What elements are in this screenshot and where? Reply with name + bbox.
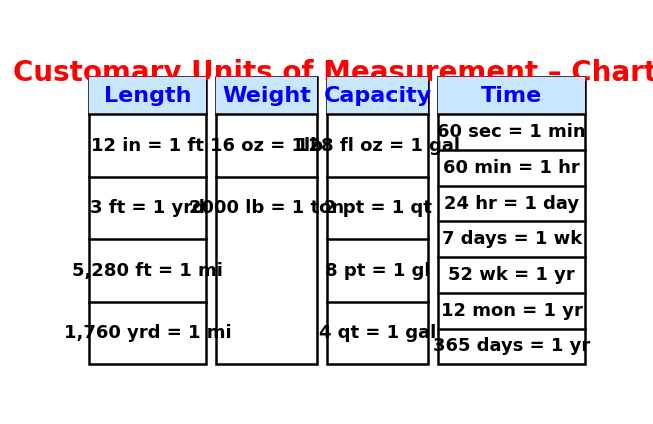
Text: 128 fl oz = 1 gal: 128 fl oz = 1 gal [296,137,460,155]
Text: 12 mon = 1 yr: 12 mon = 1 yr [441,302,582,320]
Text: 1,760 yrd = 1 mi: 1,760 yrd = 1 mi [63,324,231,342]
Text: Capacity: Capacity [323,86,432,106]
Text: 60 sec = 1 min: 60 sec = 1 min [438,123,586,141]
Text: 16 oz = 1lb: 16 oz = 1lb [210,137,323,155]
Bar [215,77,317,114]
Text: 2000 lb = 1 ton: 2000 lb = 1 ton [189,199,344,217]
Text: 4 qt = 1 gal: 4 qt = 1 gal [319,324,436,342]
Bar [327,77,428,114]
Bar [89,77,206,114]
Text: 8 pt = 1 gl: 8 pt = 1 gl [325,262,430,279]
Text: Time: Time [481,86,543,106]
Text: Length: Length [104,86,191,106]
Bar [327,77,428,364]
Text: 60 min = 1 hr: 60 min = 1 hr [443,159,580,177]
Text: 3 ft = 1 yrd: 3 ft = 1 yrd [90,199,205,217]
Text: 365 days = 1 yr: 365 days = 1 yr [433,338,590,355]
Bar [438,77,585,114]
Text: 24 hr = 1 day: 24 hr = 1 day [444,195,579,212]
Text: Weight: Weight [222,86,311,106]
Text: 2 pt = 1 qt: 2 pt = 1 qt [324,199,432,217]
Bar [89,77,206,364]
Text: 5,280 ft = 1 mi: 5,280 ft = 1 mi [72,262,223,279]
Text: Customary Units of Measurement – Chart: Customary Units of Measurement – Chart [12,59,653,87]
Text: 52 wk = 1 yr: 52 wk = 1 yr [449,266,575,284]
Bar [438,77,585,364]
Bar [215,77,317,364]
Text: 7 days = 1 wk: 7 days = 1 wk [441,230,582,248]
Text: 12 in = 1 ft: 12 in = 1 ft [91,137,204,155]
